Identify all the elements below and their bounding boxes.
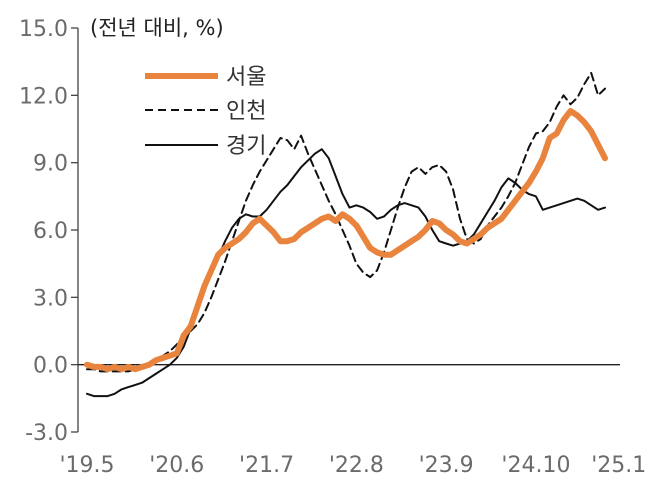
x-tick-label: '24.10 xyxy=(501,453,570,478)
series-line-1 xyxy=(86,71,606,373)
series-lines xyxy=(84,71,608,398)
legend-label-0: 서울 xyxy=(226,65,266,90)
series-line-0 xyxy=(84,108,608,373)
y-tick-label: 3.0 xyxy=(33,286,68,311)
x-tick-label: '20.6 xyxy=(149,453,204,478)
x-tick-label: '21.7 xyxy=(239,453,294,478)
y-tick-label: 0.0 xyxy=(33,354,68,379)
x-axis: '19.5 '20.6 '21.7 '22.8 '23.9 '24.10 '25.11 xyxy=(59,453,648,478)
y-tick-label: -3.0 xyxy=(25,421,68,446)
x-tick-label: '22.8 xyxy=(329,453,384,478)
x-tick-label: '19.5 xyxy=(59,453,114,478)
y-tick-label: 15.0 xyxy=(19,17,68,42)
y-tick-label: 6.0 xyxy=(33,219,68,244)
series-line-2 xyxy=(86,148,606,398)
unit-label: (전년 대비, %) xyxy=(90,16,224,40)
y-tick-label: 12.0 xyxy=(19,84,68,109)
y-tick-label: 9.0 xyxy=(33,152,68,177)
x-tick-label: '23.9 xyxy=(419,453,474,478)
x-tick-label: '25.11 xyxy=(591,453,648,478)
y-axis: 15.0 12.0 9.0 6.0 3.0 0.0 -3.0 xyxy=(19,17,79,446)
legend-label-2: 경기 xyxy=(226,134,266,159)
legend-label-1: 인천 xyxy=(226,99,266,124)
